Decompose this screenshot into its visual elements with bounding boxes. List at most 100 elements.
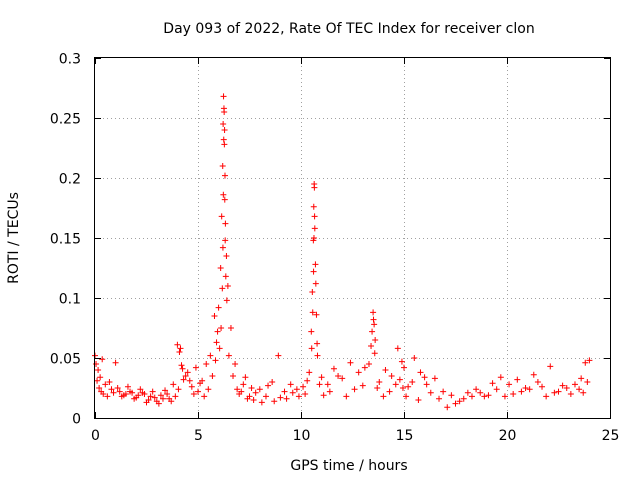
data-point [222,273,229,280]
data-point [361,364,368,371]
data-point [227,325,234,331]
data-point [382,367,389,373]
data-point [421,374,428,381]
data-point [244,395,251,402]
data-point [320,392,327,399]
y-tick-label: 0.1 [59,292,81,308]
data-point [300,383,307,390]
data-point [309,309,316,316]
data-point [380,393,387,400]
data-point [417,369,424,376]
data-point [310,203,317,210]
x-tick-label: 10 [293,428,311,444]
data-point [526,386,533,393]
x-tick-label: 25 [602,428,620,444]
data-point [302,391,309,397]
data-point [221,196,228,203]
x-tick-labels: 0 5 10 15 20 25 [91,428,619,444]
data-point [271,398,278,405]
y-tick-label: 0.25 [50,112,81,128]
data-point [262,393,269,400]
data-point [460,395,467,402]
chart-title: Day 093 of 2022, Rate Of TEC Index for r… [163,21,534,37]
data-point [372,337,379,343]
data-point [155,400,162,407]
data-point [312,261,319,268]
data-point [209,373,216,379]
data-point [518,388,525,395]
data-point [311,213,318,220]
data-point [563,385,570,391]
grid [95,58,610,418]
data-point [401,364,407,371]
data-point [576,386,583,393]
data-point [220,121,227,127]
data-point [456,398,463,405]
data-point [427,389,434,396]
data-point [330,365,337,372]
data-point [242,374,249,381]
data-points [92,93,593,411]
data-point [214,328,221,335]
data-point [411,355,418,361]
data-point [221,109,228,115]
data-point [219,285,226,292]
data-point [287,381,294,388]
data-point [409,379,416,385]
data-point [99,356,106,363]
data-point [170,381,177,388]
data-point [224,283,231,289]
data-point [221,127,228,133]
data-point [100,391,107,397]
data-point [374,385,381,391]
data-point [530,371,537,378]
data-point [365,361,372,367]
y-axis-label: ROTI / TECUs [6,192,22,284]
data-point [217,265,224,271]
data-point [96,385,103,391]
data-point [220,93,227,100]
data-point [172,393,179,400]
data-point [370,309,377,316]
data-point [175,386,182,393]
data-point [218,213,225,220]
data-point [112,359,119,366]
data-point [283,395,290,402]
data-point [223,253,230,259]
data-point [118,393,125,400]
data-point [216,345,223,352]
data-point [106,379,113,385]
data-point [178,362,185,369]
data-point [440,388,447,395]
data-point [124,383,131,390]
data-point [159,395,166,402]
data-point [448,392,455,399]
data-point [473,386,480,393]
y-tick-labels: 0 0.05 0.1 0.15 0.2 0.25 0.3 [50,52,81,428]
data-point [180,376,187,383]
data-point [248,385,255,391]
data-point [464,389,471,396]
data-point [506,381,513,388]
data-point [94,377,101,384]
data-point [311,184,318,191]
data-point [485,392,492,399]
data-point [355,369,362,376]
data-point [477,389,484,396]
data-point [578,375,585,382]
data-point [324,381,331,388]
y-tick-label: 0.15 [50,232,81,248]
data-point [539,383,546,390]
data-point [343,393,350,400]
data-point [168,398,175,405]
data-point [220,191,227,198]
x-axis-label: GPS time / hours [290,458,407,474]
data-point [371,321,378,328]
data-point [207,352,214,359]
data-point [201,393,208,400]
data-point [309,289,316,295]
data-point [281,388,288,395]
data-point [203,361,210,367]
data-point [396,376,403,383]
